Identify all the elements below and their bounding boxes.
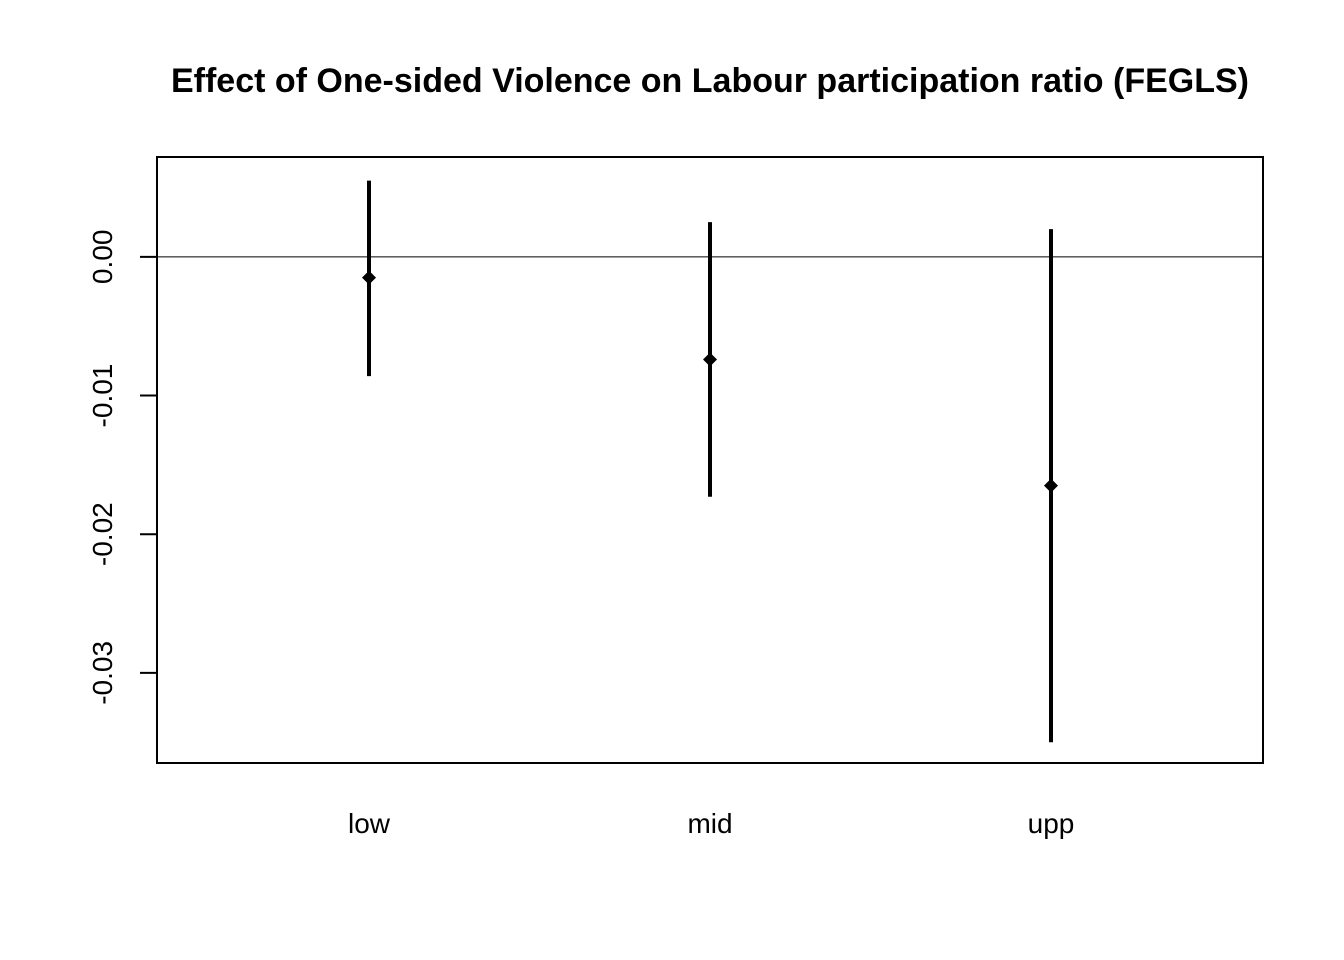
y-tick-label: 0.00: [87, 230, 118, 285]
y-tick-label: -0.01: [87, 364, 118, 428]
y-tick-label: -0.03: [87, 641, 118, 705]
point-estimate-low: [362, 270, 376, 285]
x-tick-label: low: [348, 808, 391, 839]
x-axis: low mid upp: [348, 808, 1074, 839]
x-tick-label: upp: [1028, 808, 1075, 839]
chart-title: Effect of One-sided Violence on Labour p…: [171, 62, 1249, 100]
y-axis: 0.00 -0.01 -0.02 -0.03: [87, 230, 157, 705]
error-bar-series: [362, 180, 1058, 743]
point-estimate-upp: [1044, 478, 1058, 493]
y-tick-label: -0.02: [87, 502, 118, 566]
point-estimate-mid: [703, 352, 717, 367]
plot-frame: [156, 156, 1264, 764]
x-tick-label: mid: [687, 808, 732, 839]
